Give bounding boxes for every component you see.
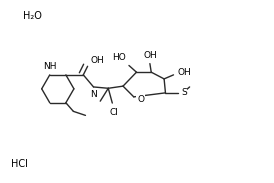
Text: H₂O: H₂O bbox=[23, 11, 42, 21]
Text: Cl: Cl bbox=[109, 108, 118, 117]
Text: NH: NH bbox=[43, 62, 56, 71]
Text: OH: OH bbox=[91, 56, 104, 65]
Text: O: O bbox=[137, 95, 144, 104]
Text: S: S bbox=[181, 88, 187, 97]
Text: N: N bbox=[90, 90, 97, 99]
Text: OH: OH bbox=[143, 51, 157, 60]
Text: HO: HO bbox=[113, 53, 126, 62]
Text: HCl: HCl bbox=[11, 159, 28, 169]
Text: OH: OH bbox=[178, 68, 191, 77]
